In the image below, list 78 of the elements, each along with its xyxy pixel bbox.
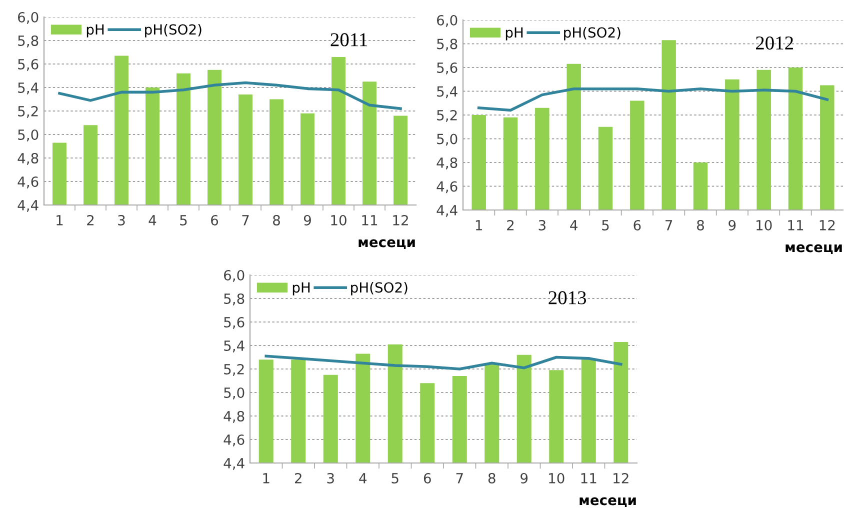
y-tick-label: 5,8 [224, 293, 244, 306]
y-tick-label: 5,6 [18, 58, 38, 71]
y-tick-label: 5,8 [18, 35, 38, 48]
x-tick-label: 12 [820, 220, 835, 230]
annotation: 2011 [330, 33, 367, 46]
x-tick-label: 2 [294, 472, 302, 484]
y-tick-label: 4,4 [436, 205, 458, 217]
x-tick-label: 12 [614, 472, 628, 484]
x-axis-title: месеци [786, 244, 842, 254]
x-tick-label: 2 [507, 220, 514, 230]
x-tick-label: 9 [520, 472, 528, 484]
x-tick-label: 1 [56, 215, 63, 226]
x-tick-label: 5 [392, 473, 398, 484]
y-tick-label: 6,0 [18, 12, 38, 24]
x-tick-label: 10 [756, 220, 772, 230]
y-tick-label: 5,0 [18, 129, 38, 142]
y-tick-label: 5,4 [437, 86, 458, 98]
x-tick-label: 10 [549, 472, 564, 484]
y-tick-label: 5,0 [437, 134, 458, 146]
x-tick-label: 3 [538, 220, 546, 230]
y-tick-label: 6,0 [437, 14, 458, 27]
legend-label: pH [292, 282, 310, 296]
legend-label: pH [86, 24, 104, 38]
x-tick-label: 10 [331, 214, 346, 226]
x-tick-label: 6 [424, 472, 431, 484]
y-tick-label: 5,4 [18, 82, 38, 94]
x-tick-label: 3 [327, 472, 334, 484]
y-tick-label: 6,0 [224, 270, 244, 282]
x-tick-label: 9 [304, 214, 311, 226]
x-tick-label: 1 [476, 220, 482, 230]
x-tick-label: 6 [211, 214, 218, 226]
x-tick-label: 4 [148, 215, 156, 226]
x-tick-label: 11 [362, 215, 378, 226]
legend-label: pH(SO2) [351, 282, 408, 296]
x-tick-label: 8 [697, 220, 704, 230]
line-series [264, 354, 622, 370]
y-tick-label: 5,6 [437, 62, 458, 74]
x-tick-label: 11 [788, 220, 804, 230]
x-tick-label: 5 [180, 215, 187, 226]
legend-label: pH(SO2) [564, 26, 620, 40]
y-tick-label: 5,2 [224, 364, 244, 376]
x-axis-title: месеци [358, 239, 415, 249]
y-tick-label: 5,2 [437, 110, 457, 122]
line-series [477, 87, 829, 112]
legend-label: pH(SO2) [145, 24, 202, 38]
x-tick-label: 2 [87, 214, 94, 226]
y-tick-label: 4,6 [18, 176, 38, 188]
annotation: 2012 [756, 36, 793, 50]
y-tick-label: 4,4 [18, 200, 38, 212]
x-tick-label: 1 [263, 473, 270, 484]
x-tick-label: 7 [666, 220, 672, 230]
x-tick-label: 11 [581, 473, 596, 484]
x-tick-label: 5 [602, 220, 609, 230]
y-tick-label: 4,8 [436, 157, 458, 170]
x-tick-label: 6 [634, 220, 641, 230]
x-tick-label: 8 [488, 472, 496, 484]
y-tick-label: 5,8 [437, 38, 458, 51]
y-tick-label: 4,8 [18, 152, 38, 165]
y-tick-label: 4,6 [224, 434, 244, 446]
y-tick-label: 5,4 [224, 340, 244, 352]
x-tick-label: 7 [456, 473, 463, 484]
y-tick-label: 5,6 [224, 316, 244, 329]
y-tick-label: 4,4 [224, 458, 244, 470]
x-tick-label: 8 [273, 214, 280, 226]
x-tick-label: 4 [570, 220, 578, 230]
y-tick-label: 4,6 [436, 181, 458, 194]
y-tick-label: 5,2 [18, 106, 38, 118]
x-tick-label: 7 [242, 215, 249, 226]
y-tick-label: 5,0 [224, 387, 244, 400]
x-tick-label: 4 [359, 473, 367, 484]
x-axis-title: месеци [580, 497, 636, 507]
x-tick-label: 9 [728, 220, 736, 230]
x-tick-label: 12 [393, 214, 408, 226]
legend-label: pH [506, 27, 523, 40]
x-tick-label: 3 [118, 214, 125, 226]
line-series [58, 81, 402, 110]
annotation: 2013 [548, 291, 586, 304]
y-tick-label: 4,8 [224, 410, 244, 423]
